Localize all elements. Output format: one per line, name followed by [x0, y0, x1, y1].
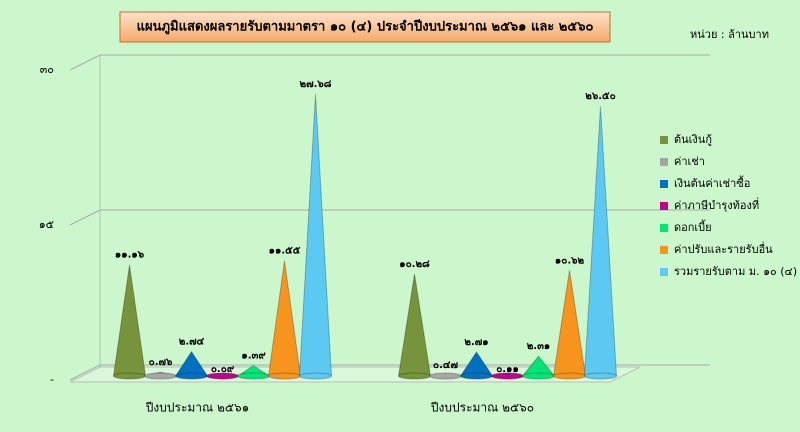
- value-label: ๒.๓๑: [527, 341, 551, 352]
- legend-swatch: [660, 136, 668, 144]
- value-label: ๑๑.๑๖: [115, 250, 145, 261]
- chart-title: แผนภูมิแสดงผลรายรับตามมาตรา ๑๐ (๔) ประจำ…: [137, 19, 594, 35]
- cone-part: [299, 372, 332, 380]
- legend-swatch: [660, 268, 668, 276]
- y-tick-label: ๑๕: [39, 218, 54, 231]
- y-tick-label: ๓๐: [40, 63, 54, 76]
- cone: [235, 365, 272, 380]
- legend-label: ต้นเงินกู้: [674, 133, 712, 146]
- value-label: ๒๗.๖๘: [300, 79, 332, 90]
- legend-label: ค่าภาษีบำรุงท้องที่: [674, 197, 759, 212]
- cone-part: [398, 372, 431, 380]
- unit-label: หน่วย : ล้านบาท: [690, 28, 769, 41]
- cone: [583, 106, 618, 380]
- legend-swatch: [660, 224, 668, 232]
- y-tick-label: -: [50, 373, 54, 386]
- cone-part: [175, 372, 208, 380]
- legend-label: ค่าปรับและรายรับอื่น: [674, 241, 773, 256]
- cone-part: [429, 372, 462, 380]
- title-box: [119, 11, 611, 43]
- x-tick-label: ปีงบประมาณ ๒๕๖๐: [430, 401, 534, 415]
- value-label: ๐.๗๖: [149, 357, 173, 368]
- grid-line: [69, 364, 710, 381]
- cone-part: [460, 372, 493, 380]
- cone: [298, 93, 333, 380]
- value-label: ๑.๓๙: [241, 351, 266, 362]
- cone: [521, 355, 556, 380]
- value-label: ๒.๗๔: [179, 337, 205, 348]
- cone: [552, 270, 587, 380]
- value-label: ๐.๔๗: [433, 360, 458, 371]
- x-tick-label: ปีงบประมาณ ๒๕๖๑: [145, 401, 249, 415]
- value-label: ๑๐.๒๘: [399, 259, 430, 270]
- legend-label: เงินต้นค่าเช่าซื้อ: [674, 175, 750, 190]
- cone-part: [553, 372, 586, 380]
- legend-label: รวมรายรับตาม ม. ๑๐ (๔): [674, 265, 797, 278]
- cone-part: [237, 372, 270, 380]
- cone: [491, 372, 524, 380]
- value-label: ๒.๗๑: [464, 337, 488, 348]
- cone-part: [113, 372, 146, 380]
- cone: [429, 372, 462, 380]
- legend-swatch: [660, 246, 668, 254]
- cone: [174, 350, 209, 380]
- legend-swatch: [660, 202, 668, 210]
- grid-line: [69, 209, 710, 226]
- cone-part: [268, 372, 301, 380]
- value-label: ๑๑.๕๕: [269, 246, 301, 257]
- cone-part: [584, 372, 617, 380]
- legend-label: ค่าเช่า: [674, 155, 705, 168]
- legend-swatch: [660, 180, 668, 188]
- legend-swatch: [660, 158, 668, 166]
- value-label: ๐.๑๑: [496, 364, 519, 375]
- cone-part: [144, 372, 177, 380]
- cone-part: [522, 372, 555, 380]
- value-label: ๑๐.๖๒: [555, 255, 585, 266]
- cone: [397, 273, 432, 380]
- cone: [267, 260, 302, 380]
- cone: [459, 351, 494, 380]
- legend-label: ดอกเบี้ย: [674, 219, 712, 234]
- grid-line: [69, 54, 710, 71]
- value-label: ๐.๐๙: [211, 364, 235, 375]
- cone: [144, 371, 177, 380]
- value-label: ๒๖.๕๐: [585, 91, 615, 102]
